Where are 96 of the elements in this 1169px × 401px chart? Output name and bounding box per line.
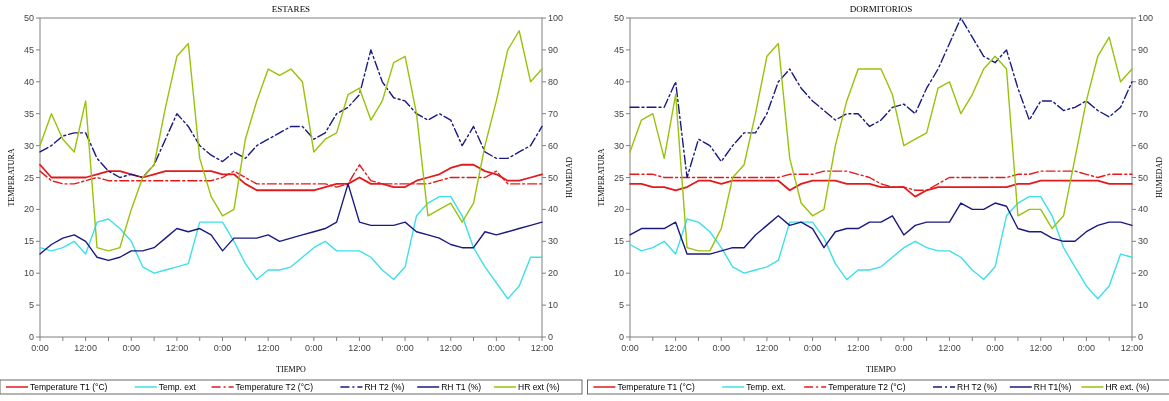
line-series: [39, 195, 543, 300]
x-tick-label: 0:00: [487, 343, 506, 353]
x-tick-label: 12:00: [439, 343, 462, 353]
y2-tick-label: 100: [1138, 13, 1154, 23]
chart-title: ESTARES: [271, 4, 311, 14]
y-tick-label: 50: [23, 13, 34, 23]
y-tick-label: 10: [613, 268, 624, 279]
x-tick-label: 0:00: [305, 343, 323, 353]
y2-axis-title: HUMEDAD: [565, 156, 574, 198]
x-tick-label: 0:00: [1077, 343, 1096, 353]
y-tick-label: 20: [613, 204, 624, 215]
y2-tick-label: 60: [1138, 140, 1149, 151]
x-tick-label: 0:00: [31, 343, 49, 353]
y2-axis-title: HUMEDAD: [1155, 156, 1164, 198]
x-tick-label: 12:00: [938, 343, 961, 353]
x-tick-label: 12:00: [530, 343, 554, 353]
line-series: [629, 36, 1133, 252]
y2-tick-label: 50: [1138, 172, 1149, 183]
x-tick-label: 0:00: [712, 343, 731, 353]
y-tick-label: 45: [613, 44, 624, 55]
y-tick-label: 30: [613, 140, 624, 151]
y2-tick-label: 40: [548, 204, 559, 215]
chart-title: DORMITORIOS: [849, 4, 913, 14]
y2-tick-label: 10: [548, 300, 559, 311]
line-series: [629, 17, 1133, 179]
line-series: [39, 49, 543, 179]
x-tick-label: 12:00: [256, 343, 280, 353]
y2-tick-label: 10: [1138, 300, 1149, 311]
y-tick-label: 25: [23, 172, 34, 183]
legend-label: RH T1(%): [1033, 382, 1072, 392]
x-axis-title: TIEMPO: [276, 365, 307, 374]
y2-tick-label: 20: [548, 268, 559, 279]
y-tick-label: 5: [28, 300, 34, 311]
y-tick-label: 15: [23, 236, 34, 247]
y2-tick-label: 50: [548, 172, 559, 183]
y2-tick-label: 80: [548, 76, 559, 87]
x-tick-label: 0:00: [396, 343, 414, 353]
legend-label: RH T2 (%): [364, 382, 405, 392]
y2-tick-label: 60: [548, 140, 559, 151]
y-tick-label: 0: [618, 332, 624, 342]
y2-tick-label: 20: [1138, 268, 1149, 279]
x-tick-label: 12:00: [1029, 343, 1052, 353]
y2-tick-label: 30: [1138, 236, 1149, 247]
x-tick-label: 12:00: [165, 343, 189, 353]
legend-label: Temperature T1 (°C): [30, 382, 108, 392]
y2-tick-label: 80: [1138, 76, 1149, 87]
y-tick-label: 45: [23, 44, 34, 55]
y-tick-label: 20: [23, 204, 34, 215]
legend-label: HR ext. (%): [1105, 382, 1150, 392]
y2-tick-label: 90: [548, 44, 559, 55]
x-tick-label: 12:00: [1120, 343, 1144, 353]
y-tick-label: 5: [618, 300, 624, 311]
y2-tick-label: 0: [548, 332, 554, 342]
line-series: [629, 195, 1133, 300]
y-tick-label: 15: [613, 236, 624, 247]
x-tick-label: 12:00: [348, 343, 371, 353]
y-tick-label: 35: [613, 108, 624, 119]
x-tick-label: 0:00: [621, 343, 639, 353]
line-series: [39, 183, 543, 262]
y-tick-label: 40: [23, 76, 34, 87]
y2-tick-label: 70: [1138, 108, 1149, 119]
y2-tick-label: 0: [1138, 332, 1144, 342]
y2-tick-label: 30: [548, 236, 559, 247]
x-tick-label: 0:00: [122, 343, 141, 353]
y-tick-label: 50: [613, 13, 624, 23]
y-tick-label: 25: [613, 172, 624, 183]
y2-tick-label: 90: [1138, 44, 1149, 55]
y-axis-title: TEMPERATURA: [7, 148, 16, 207]
x-tick-label: 0:00: [803, 343, 822, 353]
legend-label: Temp. ext: [158, 382, 197, 392]
y2-tick-label: 100: [548, 13, 564, 23]
x-axis-title: TIEMPO: [866, 365, 897, 374]
line-series: [39, 30, 543, 252]
y-tick-label: 10: [23, 268, 34, 279]
x-tick-label: 0:00: [986, 343, 1004, 353]
legend-label: Temperature T2 (°C): [235, 382, 314, 392]
y-tick-label: 35: [23, 108, 34, 119]
legend-label: RH T2 (%): [957, 382, 998, 392]
legend-label: Temp. ext.: [746, 382, 786, 392]
x-tick-label: 0:00: [213, 343, 232, 353]
y-tick-label: 40: [613, 76, 624, 87]
x-tick-label: 12:00: [846, 343, 870, 353]
x-tick-label: 12:00: [664, 343, 687, 353]
legend-label: Temperature T2 (°C): [828, 382, 906, 392]
line-series: [629, 202, 1133, 255]
y-axis-title: TEMPERATURA: [597, 148, 606, 207]
y2-tick-label: 40: [1138, 204, 1149, 215]
legend-label: HR ext (%): [518, 382, 560, 392]
y-tick-label: 30: [23, 140, 34, 151]
x-tick-label: 12:00: [74, 343, 97, 353]
legend-label: RH T1 (%): [441, 382, 482, 392]
y2-tick-label: 70: [548, 108, 559, 119]
x-tick-label: 0:00: [895, 343, 913, 353]
legend-label: Temperature T1 (°C): [617, 382, 695, 392]
x-tick-label: 12:00: [755, 343, 779, 353]
y-tick-label: 0: [28, 332, 34, 342]
